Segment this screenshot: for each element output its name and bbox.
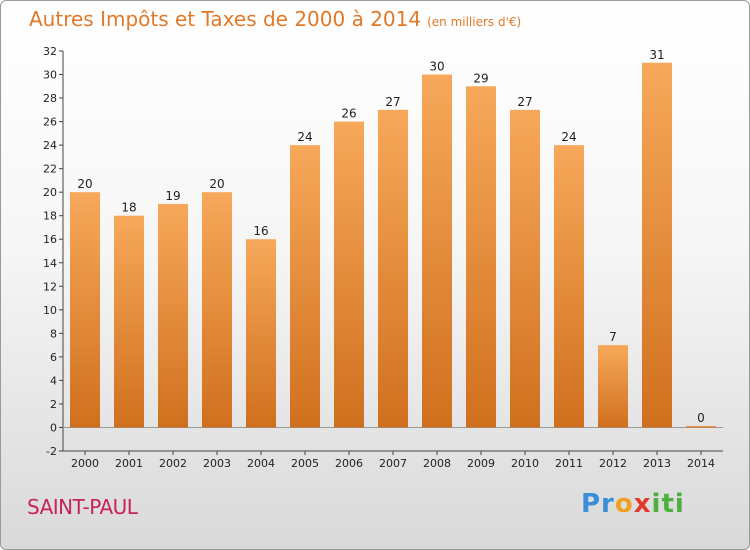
bar-2002 [158,203,188,428]
data-label-2012: 7 [609,330,617,344]
y-tick-label: 12 [43,280,57,293]
bar-2014 [686,425,716,428]
y-tick-label: 24 [43,139,57,152]
y-tick-label: 32 [43,45,57,58]
bar-2009 [466,86,496,428]
bar-2001 [114,215,144,428]
x-tick-label-2014: 2014 [687,457,715,470]
y-tick-label: 30 [43,69,57,82]
logo-part-2: o [614,489,634,519]
x-tick-label-2006: 2006 [335,457,363,470]
bar-2010 [510,109,540,428]
chart-title-text: Autres Impôts et Taxes de 2000 à 2014 [29,7,422,31]
x-tick-label-2007: 2007 [379,457,407,470]
bar-2000 [70,192,100,428]
data-label-2014: 0 [697,411,705,425]
x-tick-label-2010: 2010 [511,457,539,470]
y-tick-label: -2 [46,445,57,458]
bar-2003 [202,192,232,428]
proxiti-logo: Proxiti [581,489,685,519]
x-tick-label-2002: 2002 [159,457,187,470]
x-tick-label-2011: 2011 [555,457,583,470]
y-tick-label: 26 [43,116,57,129]
bar-2005 [290,145,320,428]
y-tick-label: 20 [43,186,57,199]
y-tick-label: 14 [43,257,57,270]
y-tick-label: 10 [43,304,57,317]
logo-part-4: iti [651,489,685,519]
chart-subtitle: (en milliers d'€) [427,15,522,29]
chart-title: Autres Impôts et Taxes de 2000 à 2014 (en… [29,7,521,31]
bar-2011 [554,145,584,428]
y-tick-label: 2 [50,398,57,411]
x-tick-label-2012: 2012 [599,457,627,470]
y-tick-label: 4 [50,374,57,387]
bar-2012 [598,345,628,428]
data-label-2002: 19 [165,189,180,203]
logo-part-1: Pr [581,489,615,519]
x-tick-label-2004: 2004 [247,457,275,470]
y-tick-label: 22 [43,163,57,176]
location-label: SAINT-PAUL [27,495,138,519]
y-tick-label: 16 [43,233,57,246]
data-label-2001: 18 [121,201,136,215]
data-label-2010: 27 [517,95,532,109]
bar-2004 [246,239,276,428]
data-label-2011: 24 [561,130,576,144]
bar-2007 [378,109,408,428]
x-tick-label-2008: 2008 [423,457,451,470]
x-tick-label-2009: 2009 [467,457,495,470]
data-label-2008: 30 [429,60,444,74]
x-tick-label-2003: 2003 [203,457,231,470]
bar-2006 [334,121,364,428]
data-label-2004: 16 [253,224,268,238]
logo-part-3: x [633,489,652,519]
x-tick-label-2013: 2013 [643,457,671,470]
data-label-2005: 24 [297,130,312,144]
y-tick-label: 8 [50,327,57,340]
data-label-2006: 26 [341,107,356,121]
data-label-2013: 31 [649,48,664,62]
x-tick-label-2001: 2001 [115,457,143,470]
data-label-2007: 27 [385,95,400,109]
bar-2013 [642,62,672,428]
bar-2008 [422,74,452,428]
y-tick-label: 18 [43,210,57,223]
data-label-2003: 20 [209,177,224,191]
x-tick-label-2005: 2005 [291,457,319,470]
x-tick-label-2000: 2000 [71,457,99,470]
data-label-2000: 20 [77,177,92,191]
y-tick-label: 6 [50,351,57,364]
data-label-2009: 29 [473,71,488,85]
y-tick-label: 28 [43,92,57,105]
y-tick-label: 0 [50,421,57,434]
